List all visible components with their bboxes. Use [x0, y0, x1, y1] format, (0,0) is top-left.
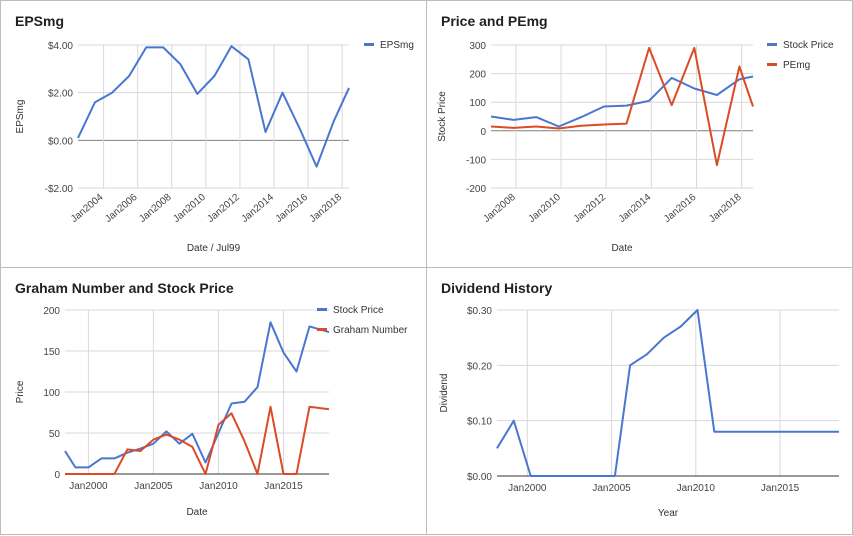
y-tick-label: 50 — [49, 429, 61, 440]
x-tick-label: Jan2015 — [761, 483, 800, 494]
chart-title: Graham Number and Stock Price — [15, 280, 234, 296]
x-axis-label: Date / Jul99 — [187, 243, 241, 254]
x-tick-label: Jan2015 — [264, 481, 303, 492]
series-line-series — [496, 309, 839, 477]
y-axis-label: EPSmg — [15, 100, 26, 134]
x-tick-label: Jan2005 — [134, 481, 173, 492]
chart-title: EPSmg — [15, 13, 64, 29]
x-tick-label: Jan2016 — [662, 192, 699, 225]
y-tick-label: 200 — [43, 306, 60, 317]
x-tick-label: Jan2008 — [481, 192, 518, 225]
y-tick-label: $0.30 — [467, 306, 492, 317]
legend-label: Stock Price — [333, 305, 384, 316]
x-axis-label: Date — [186, 507, 208, 518]
x-tick-label: Jan2005 — [592, 483, 631, 494]
y-tick-label: $4.00 — [48, 41, 73, 52]
x-axis-label: Year — [658, 508, 679, 519]
y-tick-label: $0.00 — [48, 136, 73, 147]
series-line-stock-price — [64, 321, 330, 469]
x-axis-label: Date — [611, 243, 633, 254]
y-tick-label: 0 — [54, 470, 60, 481]
series-line-graham-number — [65, 405, 330, 475]
chart-title: Dividend History — [441, 280, 552, 296]
x-tick-label: Jan2004 — [69, 192, 106, 225]
y-tick-label: 100 — [469, 98, 486, 109]
x-tick-label: Jan2018 — [308, 192, 345, 225]
legend-swatch — [767, 43, 777, 46]
legend-label: Stock Price — [783, 40, 834, 51]
x-tick-label: Jan2000 — [69, 481, 108, 492]
y-tick-label: $0.10 — [467, 417, 492, 428]
y-tick-label: -$2.00 — [45, 184, 74, 195]
x-tick-label: Jan2010 — [526, 192, 563, 225]
y-tick-label: $0.20 — [467, 361, 492, 372]
legend-label: EPSmg — [380, 40, 414, 51]
y-axis-label: Dividend — [439, 374, 450, 413]
series-line-stock-price — [490, 75, 754, 128]
y-tick-label: -100 — [466, 155, 486, 166]
legend-label: Graham Number — [333, 325, 408, 336]
legend-swatch — [317, 328, 327, 331]
series-line-pemg — [490, 46, 754, 167]
chart-svg: Graham Number and Stock Price 0 50 100 150 20… — [15, 280, 408, 518]
legend-label: PEmg — [783, 60, 810, 71]
y-tick-label: $0.00 — [467, 472, 492, 483]
y-tick-label: -200 — [466, 184, 486, 195]
x-tick-label: Jan2010 — [677, 483, 716, 494]
y-axis-label: Stock Price — [437, 91, 448, 142]
x-tick-label: Jan2012 — [572, 192, 609, 225]
chart-svg: EPSmg -$2.00 $0.00 $2.00 $4.00 Jan2004Jan2006… — [15, 13, 414, 254]
x-tick-label: Jan2014 — [239, 192, 276, 225]
x-tick-label: Jan2016 — [274, 192, 311, 225]
chart-panel-price-pemg: Price and PEmg -200 -100 0 100 200 300 Jan2008 J… — [426, 0, 853, 268]
y-axis-label: Price — [15, 380, 26, 403]
series-line-epsmg — [77, 45, 350, 168]
y-tick-label: $2.00 — [48, 89, 73, 100]
x-tick-label: Jan2018 — [707, 192, 744, 225]
x-tick-label: Jan2000 — [508, 483, 547, 494]
chart-panel-dividend-history: Dividend History $0.00 $0.10 $0.20 $0.30 Jan2… — [426, 267, 853, 535]
y-tick-label: 200 — [469, 70, 486, 81]
x-tick-label: Jan2010 — [171, 192, 208, 225]
legend-swatch — [364, 43, 374, 46]
x-tick-label: Jan2006 — [103, 192, 140, 225]
legend-swatch — [767, 63, 777, 66]
y-tick-label: 100 — [43, 388, 60, 399]
chart-title: Price and PEmg — [441, 13, 548, 29]
y-tick-label: 300 — [469, 41, 486, 52]
x-tick-label: Jan2012 — [205, 192, 242, 225]
y-tick-label: 0 — [480, 127, 486, 138]
x-tick-label: Jan2014 — [617, 192, 654, 225]
y-tick-label: 150 — [43, 347, 60, 358]
x-tick-label: Jan2010 — [199, 481, 238, 492]
chart-panel-epsmg: EPSmg -$2.00 $0.00 $2.00 $4.00 Jan2004 Jan2006… — [0, 0, 427, 268]
chart-panel-graham-number: Graham Number and Stock Price 0 50 100 150 20… — [0, 267, 427, 535]
legend-swatch — [317, 308, 327, 311]
chart-svg: Dividend History $0.00 $0.10 $0.20 $0.30 Jan2… — [439, 280, 839, 519]
x-tick-label: Jan2008 — [137, 192, 174, 225]
